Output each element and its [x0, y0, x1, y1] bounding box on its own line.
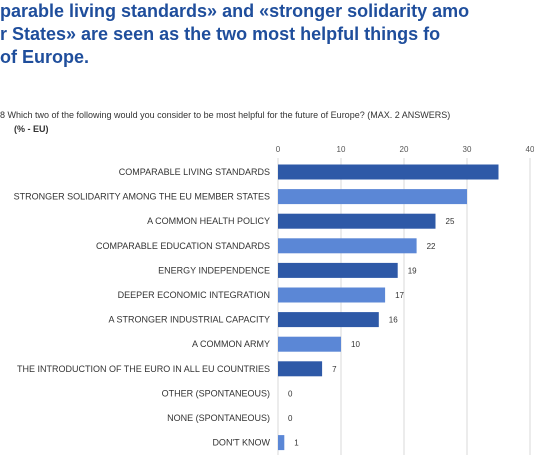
- category-label: A COMMON ARMY: [192, 339, 270, 349]
- category-label: DON'T KNOW: [212, 438, 270, 448]
- bar: [278, 238, 417, 254]
- bar: [278, 336, 341, 352]
- headline: parable living standards» and «stronger …: [0, 0, 534, 69]
- x-tick-label: 0: [276, 145, 281, 154]
- value-label: 16: [389, 316, 398, 325]
- bar: [278, 213, 436, 229]
- headline-line-1: parable living standards» and «stronger …: [0, 1, 470, 21]
- value-label: 1: [294, 439, 299, 448]
- bar: [278, 435, 285, 451]
- value-label: 0: [288, 414, 293, 423]
- category-label: A STRONGER INDUSTRIAL CAPACITY: [108, 315, 270, 325]
- value-label: 22: [427, 242, 436, 251]
- bar: [278, 189, 467, 205]
- bar: [278, 262, 398, 278]
- bar: [278, 312, 379, 328]
- category-label: THE INTRODUCTION OF THE EURO IN ALL EU C…: [17, 364, 270, 374]
- category-label: DEEPER ECONOMIC INTEGRATION: [118, 290, 270, 300]
- value-label: 17: [395, 291, 404, 300]
- value-label: 25: [446, 217, 455, 226]
- unit-label: (% - EU): [14, 124, 49, 134]
- category-label: OTHER (SPONTANEOUS): [162, 388, 270, 398]
- x-tick-label: 30: [463, 145, 472, 154]
- bar: [278, 361, 323, 377]
- x-tick-label: 20: [400, 145, 409, 154]
- category-label: COMPARABLE LIVING STANDARDS: [119, 167, 270, 177]
- value-label: 0: [288, 389, 293, 398]
- category-label: STRONGER SOLIDARITY AMONG THE EU MEMBER …: [14, 192, 270, 202]
- headline-line-3: of Europe.: [0, 47, 89, 67]
- x-tick-label: 40: [526, 145, 534, 154]
- value-label: 19: [408, 266, 417, 275]
- bar: [278, 164, 499, 180]
- category-label: A COMMON HEALTH POLICY: [147, 216, 270, 226]
- category-label: COMPARABLE EDUCATION STANDARDS: [96, 241, 270, 251]
- category-label: ENERGY INDEPENDENCE: [158, 265, 270, 275]
- survey-question: 8 Which two of the following would you c…: [0, 110, 451, 120]
- value-label: 10: [351, 340, 360, 349]
- bar: [278, 287, 386, 303]
- value-label: 7: [332, 365, 337, 374]
- category-label: NONE (SPONTANEOUS): [167, 413, 270, 423]
- headline-line-2: r States» are seen as the two most helpf…: [0, 24, 441, 44]
- x-tick-label: 10: [337, 145, 346, 154]
